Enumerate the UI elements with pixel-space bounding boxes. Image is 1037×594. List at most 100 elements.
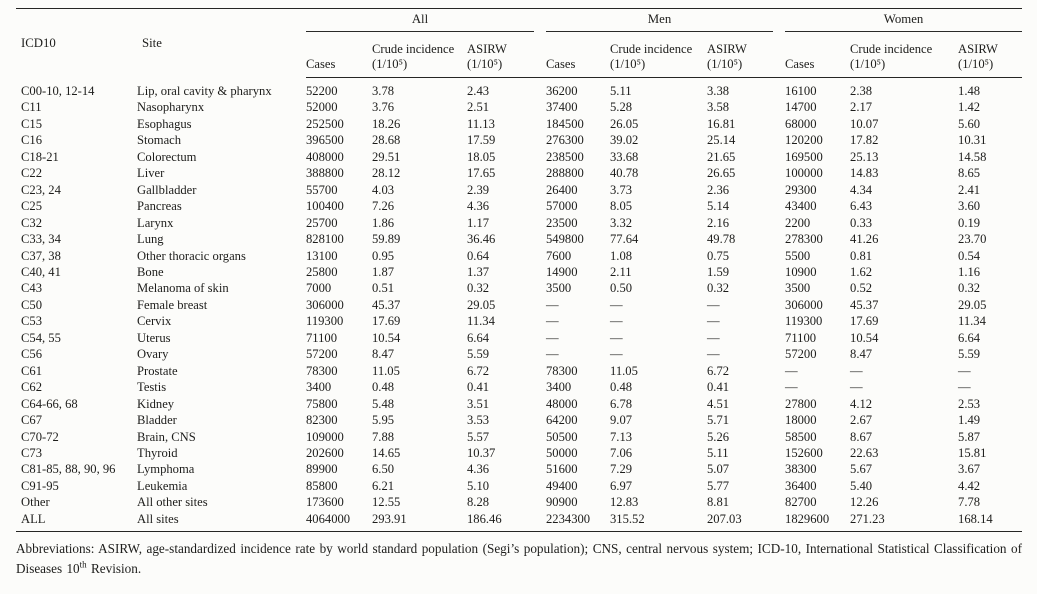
incidence-table: ICD10 Site All Men Women Cases <box>16 8 1023 533</box>
crude-label: Crude incidence <box>372 42 455 56</box>
footnote-text-end: Revision. <box>86 561 142 577</box>
table-row: C25 Pancreas 100400 7.26 4.36 57000 8.05 5.14 43… <box>16 198 1022 214</box>
cell-women-crude: 8.67 <box>850 429 873 444</box>
cell-men-asirw: 3.58 <box>707 100 730 115</box>
crude-label: Crude incidence <box>850 42 933 56</box>
cell-men-cases: 78300 <box>546 363 578 378</box>
cell-all-cases: 89900 <box>306 462 338 477</box>
table-row: C15 Esophagus 252500 18.26 11.13 184500 26.05 1… <box>16 116 1022 132</box>
cell-women-cases: 1829600 <box>785 510 851 533</box>
table-row: C32 Larynx 25700 1.86 1.17 23500 3.32 2.16 2200 0… <box>16 215 1022 231</box>
table-row: C40, 41 Bone 25800 1.87 1.37 14900 2.11 1.59 109… <box>16 264 1022 280</box>
cell-men-asirw: 0.32 <box>707 281 730 296</box>
cell-icd10: C11 <box>21 100 42 115</box>
cell-men-crude: 3.32 <box>610 215 633 230</box>
cell-women-crude: 17.69 <box>850 314 879 329</box>
cell-women-asirw: 2.41 <box>958 182 981 197</box>
cell-all-cases: 408000 <box>306 149 344 164</box>
cell-icd10: C81-85, 88, 90, 96 <box>21 462 116 477</box>
cell-all-crude: 293.91 <box>372 510 467 533</box>
cases-label: Cases <box>546 56 576 71</box>
cell-men-crude: 315.52 <box>610 510 707 533</box>
cell-men-crude: 5.28 <box>610 100 633 115</box>
cell-men-crude: 7.29 <box>610 462 633 477</box>
cell-icd10: C00-10, 12-14 <box>21 83 95 98</box>
cell-all-cases: 109000 <box>306 429 344 444</box>
col-header-asirw-all: ASIRW (1/10⁵) <box>467 38 546 78</box>
cell-women-asirw: 2.53 <box>958 396 981 411</box>
cell-women-crude: — <box>850 363 863 378</box>
group-header-row: ICD10 Site All Men Women <box>16 9 1023 50</box>
group-label-women: Women <box>785 12 1023 32</box>
site-header-label: Site <box>142 35 162 50</box>
cell-women-crude: 5.67 <box>850 462 873 477</box>
cell-men-cases: 288800 <box>546 166 584 181</box>
cell-men-cases: 276300 <box>546 133 584 148</box>
cell-all-cases: 82300 <box>306 413 338 428</box>
table-row: C33, 34 Lung 828100 59.89 36.46 549800 77.64 49… <box>16 231 1022 247</box>
cell-men-asirw: 4.51 <box>707 396 730 411</box>
cell-women-cases: — <box>785 363 798 378</box>
cell-men-asirw: 49.78 <box>707 232 736 247</box>
cell-all-asirw: 186.46 <box>467 510 546 533</box>
cell-women-crude: 0.33 <box>850 215 873 230</box>
cell-all-crude: 6.50 <box>372 462 395 477</box>
cell-all-crude: 7.26 <box>372 199 395 214</box>
cell-men-crude: 9.07 <box>610 413 633 428</box>
col-header-crude-men: Crude incidence (1/10⁵) <box>610 38 707 78</box>
cell-men-crude: 33.68 <box>610 149 639 164</box>
cell-women-crude: 10.54 <box>850 330 879 345</box>
cell-all-cases: 71100 <box>306 330 338 345</box>
cell-women-asirw: 0.54 <box>958 248 981 263</box>
cell-icd10: C33, 34 <box>21 232 61 247</box>
cell-site: Female breast <box>137 297 208 312</box>
cell-women-cases: 100000 <box>785 166 823 181</box>
cell-men-cases: 23500 <box>546 215 578 230</box>
table-row: C00-10, 12-14 Lip, oral cavity & pharynx 5… <box>16 78 1022 100</box>
cell-women-cases: 58500 <box>785 429 817 444</box>
table-row: C50 Female breast 306000 45.37 29.05 — — — 30600… <box>16 297 1022 313</box>
cell-women-asirw: 3.60 <box>958 199 981 214</box>
cell-icd10: C50 <box>21 297 42 312</box>
cell-all-asirw: 10.37 <box>467 445 496 460</box>
cell-men-crude: 3.73 <box>610 182 633 197</box>
cell-men-asirw: — <box>707 297 720 312</box>
cell-all-asirw: 0.41 <box>467 380 490 395</box>
group-header-women: Women <box>785 9 1023 39</box>
group-label-men: Men <box>546 12 774 32</box>
cell-women-cases: 43400 <box>785 199 817 214</box>
cell-women-asirw: 3.67 <box>958 462 981 477</box>
cell-men-asirw: 5.14 <box>707 199 730 214</box>
cell-men-asirw: — <box>707 314 720 329</box>
cell-men-cases: 184500 <box>546 116 584 131</box>
table-row: C70-72 Brain, CNS 109000 7.88 5.57 50500 7.13 5… <box>16 429 1022 445</box>
cell-women-cases: 27800 <box>785 396 817 411</box>
cell-icd10: C62 <box>21 380 42 395</box>
cell-women-asirw: 0.19 <box>958 215 981 230</box>
cell-women-asirw: 6.64 <box>958 330 981 345</box>
cell-site: Bladder <box>137 413 177 428</box>
table-row: C43 Melanoma of skin 7000 0.51 0.32 3500 0.50 0… <box>16 280 1022 296</box>
cell-all-asirw: 5.10 <box>467 478 490 493</box>
cell-women-crude: 2.17 <box>850 100 873 115</box>
cell-women-asirw: 10.31 <box>958 133 987 148</box>
cell-men-cases: 3500 <box>546 281 572 296</box>
cell-men-cases: 64200 <box>546 413 578 428</box>
cell-women-cases: 169500 <box>785 149 823 164</box>
cell-all-asirw: 17.65 <box>467 166 496 181</box>
cell-women-asirw: 15.81 <box>958 445 987 460</box>
cell-all-cases: 13100 <box>306 248 338 263</box>
cell-women-asirw: 14.58 <box>958 149 987 164</box>
cell-all-crude: 10.54 <box>372 330 401 345</box>
cell-site: Uterus <box>137 330 171 345</box>
cell-men-cases: — <box>546 297 559 312</box>
cell-men-asirw: 5.07 <box>707 462 730 477</box>
cases-label: Cases <box>306 56 336 71</box>
col-header-cases-men: Cases <box>546 38 610 78</box>
footnote-text: Abbreviations: ASIRW, age-standardized i… <box>16 541 1022 577</box>
cell-women-asirw: 11.34 <box>958 314 986 329</box>
cell-all-cases: 306000 <box>306 297 344 312</box>
cell-all-asirw: 2.39 <box>467 182 490 197</box>
cell-women-asirw: 168.14 <box>958 510 1023 533</box>
